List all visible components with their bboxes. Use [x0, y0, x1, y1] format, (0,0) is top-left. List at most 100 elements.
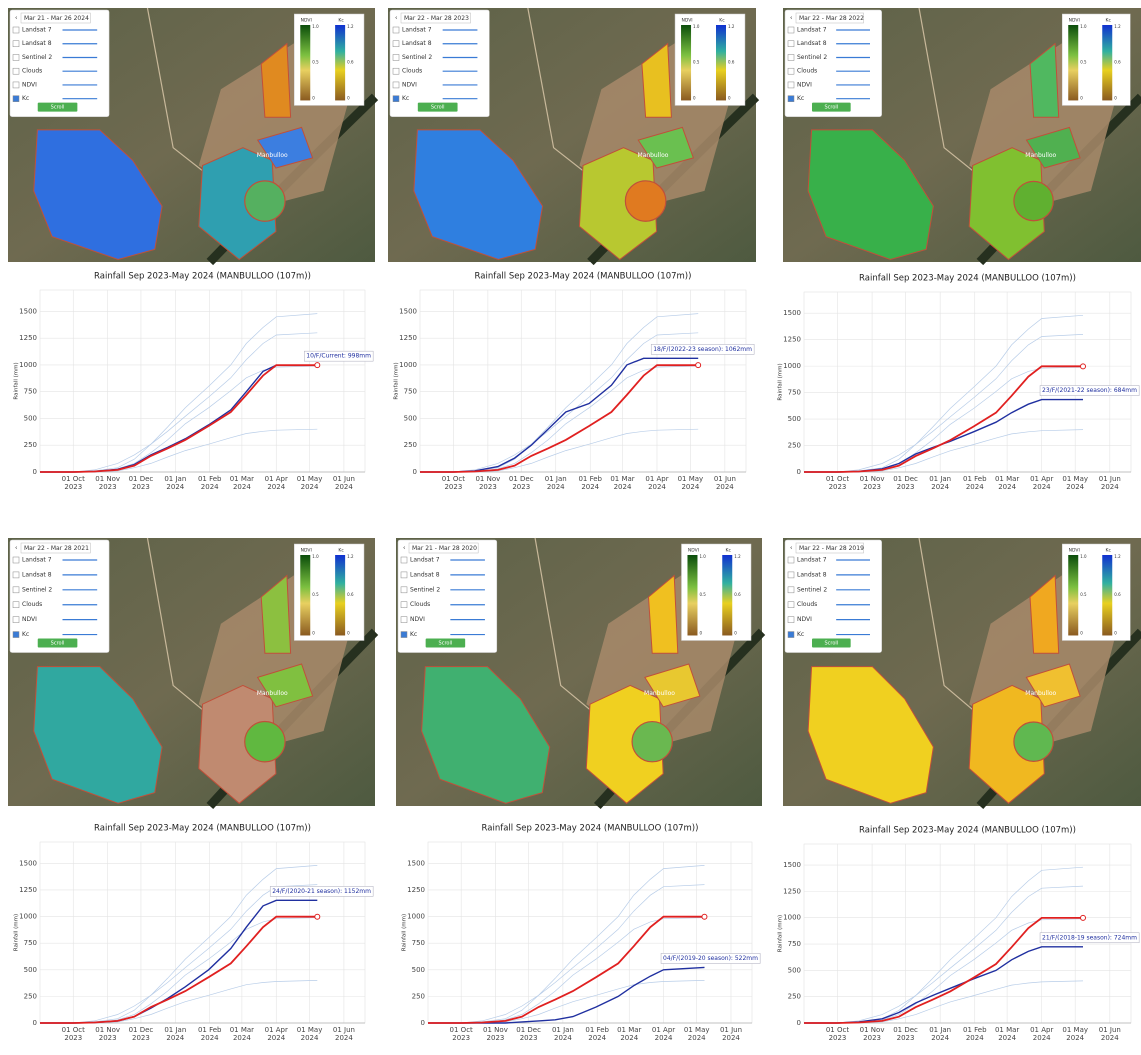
- y-tick-label: 1250: [783, 887, 801, 895]
- legend-tick: 0: [1080, 630, 1083, 635]
- layer-checkbox[interactable]: [788, 572, 794, 578]
- annotation: 04/F/(2019-20 season): 522mm: [663, 955, 758, 962]
- pivot-field: [245, 181, 285, 221]
- layer-label: Sentinel 2: [402, 54, 432, 61]
- layer-checkbox[interactable]: [13, 54, 19, 60]
- layer-label: Sentinel 2: [797, 586, 827, 593]
- y-tick-label: 0: [413, 468, 417, 476]
- layer-checkbox[interactable]: [13, 602, 19, 608]
- layer-checkbox[interactable]: [401, 572, 407, 578]
- layer-checkbox[interactable]: [393, 96, 399, 102]
- layer-checkbox[interactable]: [788, 27, 794, 33]
- chart: Rainfall Sep 2023-May 2024 (MANBULLOO (1…: [402, 824, 761, 1043]
- date-label: Mar 22 - Mar 28 2023: [404, 15, 469, 22]
- current-end-marker: [696, 363, 701, 368]
- x-tick-label: 01 Nov: [483, 1026, 508, 1034]
- layer-checkbox[interactable]: [788, 617, 794, 623]
- page: {"maps":[ {"date":"Mar 21 - Mar 26 2024"…: [0, 0, 1141, 1051]
- layer-checkbox[interactable]: [401, 632, 407, 638]
- x-tick-label: 01 Feb: [585, 1026, 609, 1034]
- pivot-field: [625, 181, 665, 221]
- layer-label: Clouds: [797, 68, 817, 75]
- y-tick-label: 1000: [783, 362, 801, 370]
- layer-checkbox[interactable]: [13, 82, 19, 88]
- x-tick-label: 01 Feb: [198, 1026, 222, 1034]
- layer-checkbox[interactable]: [13, 587, 19, 593]
- legend-title: Kc: [719, 18, 725, 24]
- layer-checkbox[interactable]: [401, 602, 407, 608]
- y-tick-label: 1000: [19, 913, 37, 921]
- x-tick-label: 01 May: [1062, 1026, 1088, 1034]
- legend-tick: 0.5: [699, 592, 706, 597]
- layer-checkbox[interactable]: [13, 41, 19, 47]
- layer-checkbox[interactable]: [788, 632, 794, 638]
- layer-checkbox[interactable]: [393, 27, 399, 33]
- layer-checkbox[interactable]: [393, 82, 399, 88]
- map-panel: Manbulloo‹Mar 21 - Mar 26 2024Landsat 7L…: [8, 8, 375, 262]
- annotation: 24/F/(2020-21 season): 1152mm: [272, 888, 371, 895]
- legend-tick: 0: [1080, 95, 1083, 100]
- x-tick-label: 01 Mar: [230, 475, 254, 483]
- layer-checkbox[interactable]: [13, 557, 19, 563]
- layer-checkbox[interactable]: [401, 587, 407, 593]
- x-tick-label: 2024: [614, 483, 632, 491]
- screenshot: Manbulloo‹Mar 21 - Mar 26 2024Landsat 7L…: [0, 0, 1141, 1051]
- x-tick-label: 2023: [132, 1034, 150, 1042]
- y-tick-label: 500: [24, 414, 37, 422]
- legend-bar: [722, 555, 732, 635]
- layer-checkbox[interactable]: [13, 617, 19, 623]
- layer-checkbox[interactable]: [13, 632, 19, 638]
- legend-tick: 0.5: [312, 592, 319, 597]
- layer-checkbox[interactable]: [788, 68, 794, 74]
- annotation: 18/F/(2022-23 season): 1062mm: [653, 346, 752, 353]
- nav-prev: ‹: [790, 15, 792, 22]
- layer-checkbox[interactable]: [13, 27, 19, 33]
- x-tick-label: 2023: [64, 1034, 82, 1042]
- layer-checkbox[interactable]: [393, 68, 399, 74]
- x-tick-label: 01 Jun: [714, 475, 736, 483]
- nav-prev: ‹: [790, 545, 792, 552]
- layer-checkbox[interactable]: [13, 572, 19, 578]
- layer-checkbox[interactable]: [13, 68, 19, 74]
- layer-checkbox[interactable]: [788, 602, 794, 608]
- chart: Rainfall Sep 2023-May 2024 (MANBULLOO (1…: [778, 274, 1140, 492]
- layer-label: Landsat 7: [22, 27, 52, 34]
- legend-tick: 1.0: [312, 554, 319, 559]
- x-tick-label: 2023: [64, 483, 82, 491]
- layer-checkbox[interactable]: [401, 557, 407, 563]
- layer-checkbox[interactable]: [788, 557, 794, 563]
- layer-checkbox[interactable]: [393, 41, 399, 47]
- y-tick-label: 750: [404, 388, 417, 396]
- x-tick-label: 2024: [166, 1034, 184, 1042]
- x-tick-label: 2024: [166, 483, 184, 491]
- layer-label: NDVI: [22, 81, 37, 88]
- y-tick-label: 1500: [407, 859, 425, 867]
- x-tick-label: 2024: [233, 483, 251, 491]
- x-tick-label: 2023: [897, 1034, 915, 1042]
- layer-checkbox[interactable]: [401, 617, 407, 623]
- x-tick-label: 01 Jun: [333, 475, 355, 483]
- layer-checkbox[interactable]: [13, 96, 19, 102]
- y-tick-label: 0: [421, 1019, 425, 1027]
- layer-checkbox[interactable]: [788, 96, 794, 102]
- plot-area: [428, 842, 752, 1023]
- x-tick-label: 01 Nov: [95, 1026, 120, 1034]
- y-tick-label: 750: [24, 388, 37, 396]
- layer-checkbox[interactable]: [788, 587, 794, 593]
- x-tick-label: 2024: [335, 1034, 353, 1042]
- x-tick-label: 01 Jun: [1099, 1026, 1121, 1034]
- layer-checkbox[interactable]: [393, 54, 399, 60]
- x-tick-label: 2024: [233, 1034, 251, 1042]
- y-tick-label: 0: [797, 468, 801, 476]
- x-tick-label: 01 May: [297, 475, 323, 483]
- y-tick-label: 500: [404, 414, 417, 422]
- layer-checkbox[interactable]: [788, 82, 794, 88]
- legend-tick: 1.0: [312, 24, 319, 29]
- date-label: Mar 22 - Mar 28 2022: [799, 15, 864, 22]
- layer-checkbox[interactable]: [788, 41, 794, 47]
- annotation: 10/F/Current: 998mm: [306, 353, 371, 360]
- x-tick-label: 2024: [588, 1034, 606, 1042]
- x-tick-label: 01 Oct: [62, 475, 85, 483]
- layer-checkbox[interactable]: [788, 54, 794, 60]
- x-tick-label: 2024: [1033, 483, 1051, 491]
